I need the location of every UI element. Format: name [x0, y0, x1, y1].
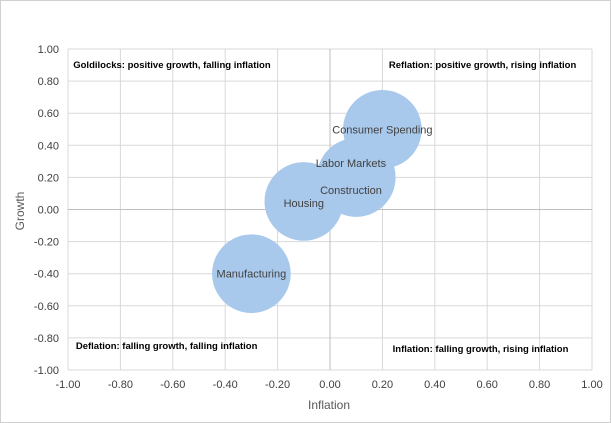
bubble-housing: [264, 162, 344, 241]
x-tick-label: -0.80: [108, 379, 133, 391]
y-tick-label: 0.20: [38, 172, 59, 184]
quadrant-annotation: Inflation: falling growth, rising inflat…: [393, 344, 569, 355]
x-tick-label: -0.40: [213, 379, 238, 391]
bubble-label: Labor Markets: [316, 158, 387, 170]
y-tick-label: 0.40: [38, 140, 59, 152]
x-tick-label: 1.00: [581, 379, 602, 391]
bubble-labels: Consumer Spending Labor Markets Constructi…: [217, 124, 433, 280]
y-tick-label: -0.60: [34, 301, 59, 313]
x-tick-labels: -1.00 -0.80 -0.60 -0.40 -0.20 0.00 0.20 0.40 0.6…: [55, 379, 602, 391]
quadrant-annotation: Goldilocks: positive growth, falling inf…: [73, 60, 271, 71]
bubble-label: Construction: [320, 185, 382, 197]
bubble-manufacturing: [212, 234, 291, 313]
bubbles: [212, 89, 422, 313]
y-axis-title: Growth: [13, 192, 27, 231]
x-tick-label: 0.20: [372, 379, 393, 391]
x-tick-label: 0.60: [476, 379, 497, 391]
x-tick-label: 0.80: [529, 379, 550, 391]
bubble-label: Housing: [284, 198, 324, 210]
bubble-label: Manufacturing: [217, 269, 287, 281]
quadrant-annotations: Goldilocks: positive growth, falling inf…: [73, 60, 576, 355]
x-tick-label: -0.20: [265, 379, 290, 391]
y-tick-label: -0.80: [34, 333, 59, 345]
x-tick-label: 0.00: [319, 379, 340, 391]
x-tick-label: -1.00: [55, 379, 80, 391]
y-tick-label: -0.40: [34, 269, 59, 281]
y-tick-label: -1.00: [34, 365, 59, 377]
y-tick-label: 0.60: [38, 108, 59, 120]
x-tick-label: 0.40: [424, 379, 445, 391]
x-axis-title: Inflation: [308, 398, 350, 412]
y-tick-label: 1.00: [38, 44, 59, 56]
y-tick-label: 0.00: [38, 205, 59, 217]
y-tick-labels: 1.00 0.80 0.60 0.40 0.20 0.00 -0.20 -0.40 -0.60 -…: [34, 44, 59, 377]
y-tick-label: -0.20: [34, 237, 59, 249]
y-tick-label: 0.80: [38, 76, 59, 88]
bubble-label: Consumer Spending: [332, 124, 432, 136]
quadrant-annotation: Deflation: falling growth, falling infla…: [76, 341, 258, 352]
x-tick-label: -0.60: [160, 379, 185, 391]
quadrant-annotation: Reflation: positive growth, rising infla…: [389, 60, 577, 71]
